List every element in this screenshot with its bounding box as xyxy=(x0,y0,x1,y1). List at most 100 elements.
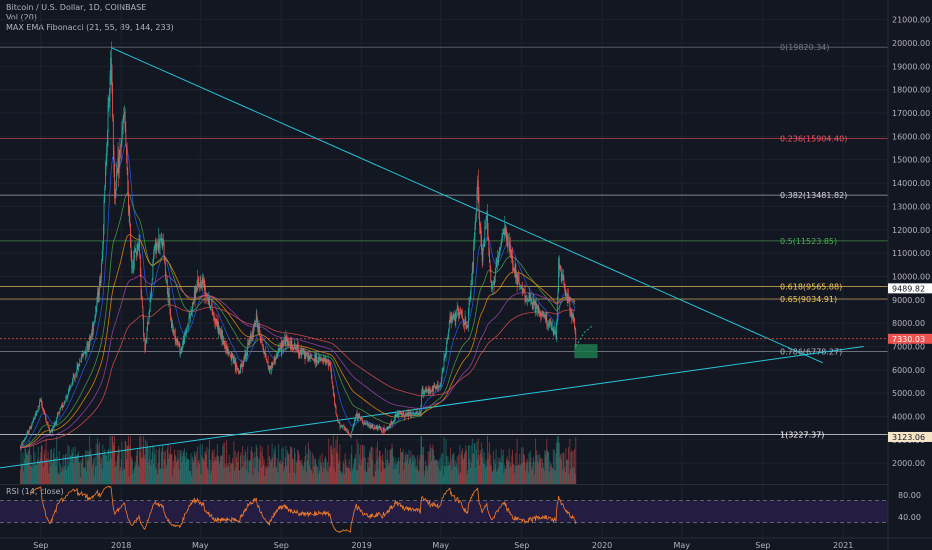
volume-bar xyxy=(523,453,525,484)
candle-body xyxy=(256,314,258,322)
volume-bar xyxy=(112,442,114,484)
volume-bar xyxy=(37,458,39,484)
volume-bar xyxy=(326,470,328,484)
candle-body xyxy=(381,430,383,432)
candle-body xyxy=(398,412,400,414)
candle-body xyxy=(267,361,269,368)
candle-body xyxy=(181,348,183,350)
volume-bar xyxy=(169,454,171,484)
candle-body xyxy=(491,288,493,290)
volume-bar xyxy=(269,458,271,484)
candle-body xyxy=(556,321,558,339)
candle-body xyxy=(213,313,214,316)
volume-bar xyxy=(168,453,170,484)
candle-body xyxy=(122,122,124,127)
candle-body xyxy=(60,406,62,408)
candle-body xyxy=(301,349,303,355)
volume-bar xyxy=(30,454,32,484)
candle-body xyxy=(510,254,512,256)
rsi-indicator-title: RSI (14, close) xyxy=(6,487,64,496)
candle-body xyxy=(276,354,278,359)
volume-bar xyxy=(558,436,560,484)
volume-bar xyxy=(86,450,88,484)
candle-body xyxy=(112,118,114,151)
candle-body xyxy=(103,225,104,245)
time-tick-label: Sep xyxy=(514,541,529,550)
candle-body xyxy=(467,312,469,328)
volume-bar xyxy=(311,452,313,484)
candle-body xyxy=(232,353,233,359)
candle-body xyxy=(427,390,429,394)
candle-body xyxy=(33,417,34,422)
trendline-descending[interactable] xyxy=(111,47,823,364)
candle-body xyxy=(302,349,304,351)
candle-body xyxy=(43,411,45,414)
candle-body xyxy=(152,262,154,279)
candle-body xyxy=(36,410,38,413)
candle-body xyxy=(467,325,469,328)
volume-bar xyxy=(497,457,499,484)
candle-body xyxy=(176,340,178,343)
volume-bar xyxy=(263,459,265,484)
candle-body xyxy=(266,359,268,362)
volume-bar xyxy=(271,443,273,484)
volume-bar xyxy=(191,456,193,484)
candle-body xyxy=(352,426,354,430)
volume-bar xyxy=(190,453,192,484)
fib-level-label: 0.786(6778.27) xyxy=(780,348,842,357)
candle-body xyxy=(421,393,423,407)
trendline-ascending[interactable] xyxy=(0,345,864,469)
candle-body xyxy=(440,378,442,385)
volume-bar xyxy=(415,458,417,484)
volume-bar xyxy=(102,454,104,484)
candle-body xyxy=(346,429,348,432)
volume-bar xyxy=(288,453,290,484)
volume-bar xyxy=(574,473,576,484)
rsi-line xyxy=(29,485,577,534)
volume-bar xyxy=(240,452,242,484)
volume-bar xyxy=(125,459,127,484)
candle-body xyxy=(106,146,108,162)
candle-body xyxy=(321,358,322,360)
candle-body xyxy=(370,424,372,428)
volume-bar xyxy=(451,469,453,484)
volume-bar xyxy=(489,464,491,484)
candle-body xyxy=(523,288,525,290)
price-tick-label: 8000.00 xyxy=(892,319,925,328)
candle-body xyxy=(527,300,529,302)
candle-body xyxy=(314,354,316,361)
candle-body xyxy=(27,431,29,434)
candle-body xyxy=(97,292,99,300)
volume-bar xyxy=(109,436,111,484)
volume-bar xyxy=(61,468,63,484)
volume-bar xyxy=(450,458,452,484)
volume-bar xyxy=(33,465,35,484)
volume-bar xyxy=(276,458,278,484)
volume-bar xyxy=(541,458,543,484)
volume-bar xyxy=(493,469,495,484)
target-zone-box[interactable] xyxy=(574,344,598,359)
volume-bar xyxy=(164,459,166,484)
volume-bar xyxy=(461,450,463,484)
candle-body xyxy=(72,377,74,381)
candle-body xyxy=(42,407,44,409)
candle-body xyxy=(322,360,324,363)
volume-bar xyxy=(285,445,287,484)
candle-body xyxy=(330,363,332,370)
candle-body xyxy=(163,242,165,259)
volume-bar xyxy=(570,452,572,484)
candle-body xyxy=(371,424,372,428)
volume-bar xyxy=(117,456,119,484)
candle-body xyxy=(465,318,467,325)
volume-bar xyxy=(73,463,75,484)
volume-bar xyxy=(57,472,59,484)
candle-body xyxy=(458,308,459,316)
price-axis[interactable] xyxy=(888,0,932,550)
candle-body xyxy=(172,326,173,328)
candle-body xyxy=(179,344,181,354)
volume-bar xyxy=(230,462,232,484)
volume-bar xyxy=(194,455,196,484)
candle-body xyxy=(367,424,369,426)
candle-body xyxy=(528,295,530,301)
